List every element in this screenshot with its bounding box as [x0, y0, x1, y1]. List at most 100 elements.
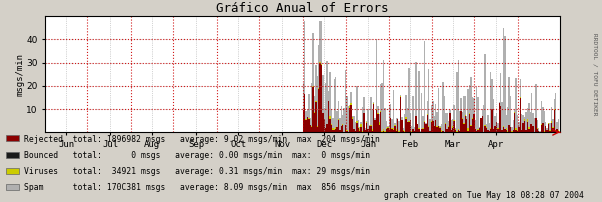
Bar [552, 127, 553, 128]
Bar [527, 122, 528, 132]
Bar [411, 131, 412, 132]
Bar [394, 125, 396, 126]
Bar [557, 119, 559, 130]
Bar [510, 127, 511, 132]
Bar [518, 122, 520, 126]
Bar [528, 129, 530, 132]
Bar [452, 119, 453, 126]
Bar [551, 121, 552, 123]
Bar [339, 130, 341, 132]
Bar [391, 119, 393, 128]
Bar [332, 128, 334, 130]
Bar [474, 129, 476, 132]
Bar [318, 89, 320, 132]
Bar [356, 123, 358, 132]
Bar [394, 123, 396, 125]
Bar [379, 114, 380, 122]
Bar [468, 131, 469, 132]
Bar [441, 124, 442, 129]
Bar [523, 116, 524, 123]
Bar [418, 129, 420, 132]
Bar [362, 131, 363, 132]
Bar [452, 126, 453, 128]
Bar [424, 41, 425, 121]
Bar [366, 121, 367, 122]
Bar [472, 118, 473, 119]
Bar [369, 125, 370, 126]
Bar [545, 122, 547, 126]
Bar [501, 102, 503, 130]
Bar [341, 126, 342, 132]
Bar [448, 126, 449, 132]
Bar [349, 105, 350, 106]
Bar [527, 107, 528, 119]
Bar [455, 128, 456, 129]
Bar [429, 131, 431, 132]
Bar [538, 131, 539, 132]
Bar [489, 123, 490, 131]
Bar [305, 120, 307, 132]
Bar [367, 129, 369, 132]
Bar [450, 130, 452, 132]
Bar [449, 109, 450, 113]
Bar [358, 128, 359, 132]
Bar [403, 128, 404, 130]
Bar [473, 114, 474, 132]
Bar [311, 83, 312, 126]
Bar [349, 108, 350, 132]
Bar [549, 130, 551, 131]
Bar [438, 126, 439, 132]
Bar [548, 123, 549, 124]
Text: Bounced   total:      0 msgs   average: 0.00 msgs/min  max:  0 msgs/min: Bounced total: 0 msgs average: 0.00 msgs… [24, 151, 370, 160]
Bar [318, 45, 320, 88]
Bar [549, 123, 551, 130]
Bar [518, 126, 520, 127]
Bar [400, 96, 401, 97]
Bar [524, 121, 526, 132]
Bar [383, 130, 384, 132]
Bar [439, 128, 441, 132]
Bar [358, 120, 359, 127]
Bar [427, 114, 428, 115]
Bar [335, 127, 337, 129]
Bar [539, 131, 541, 132]
Bar [461, 111, 462, 132]
Bar [403, 130, 404, 132]
Text: Viruses   total:  34921 msgs   average: 0.31 msgs/min  max: 29 msgs/min: Viruses total: 34921 msgs average: 0.31 … [24, 167, 370, 176]
Bar [541, 125, 542, 132]
Bar [391, 129, 393, 132]
Bar [338, 119, 339, 120]
Bar [321, 64, 322, 65]
Bar [474, 120, 476, 129]
Bar [314, 113, 315, 132]
Bar [553, 99, 555, 109]
Bar [442, 131, 444, 132]
Bar [407, 108, 408, 122]
Bar [544, 131, 545, 132]
Bar [506, 115, 507, 128]
Bar [526, 130, 527, 132]
Bar [490, 128, 491, 129]
Bar [515, 128, 517, 130]
Bar [461, 98, 462, 110]
Bar [320, 63, 321, 132]
Bar [309, 125, 311, 132]
Bar [387, 127, 388, 128]
Bar [312, 87, 314, 132]
Bar [435, 104, 436, 120]
Bar [383, 60, 384, 129]
Bar [545, 126, 547, 132]
Bar [343, 108, 345, 132]
Bar [556, 122, 557, 129]
Bar [555, 93, 556, 131]
Bar [370, 97, 371, 125]
Bar [538, 128, 539, 130]
Bar [329, 116, 330, 119]
Bar [486, 128, 487, 132]
Bar [465, 96, 466, 115]
Bar [444, 96, 445, 132]
Bar [317, 76, 318, 126]
Bar [514, 113, 515, 132]
Bar [536, 129, 538, 132]
Bar [470, 77, 472, 125]
